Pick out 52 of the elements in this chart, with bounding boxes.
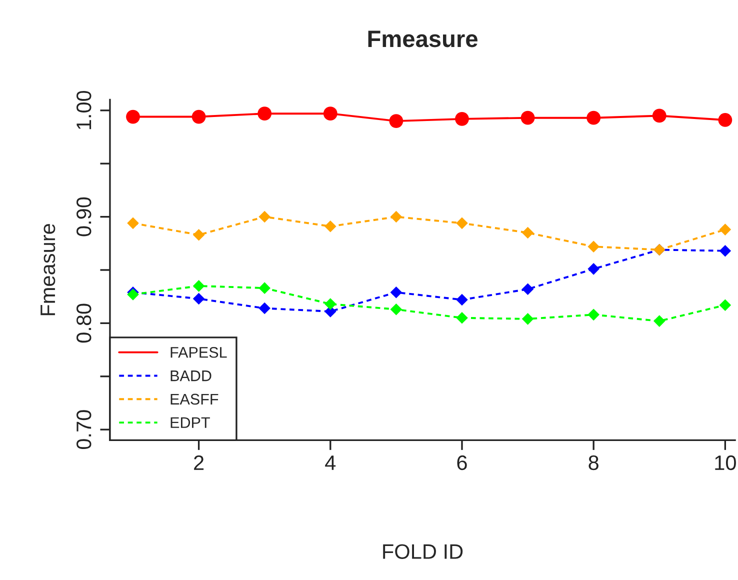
point [455,112,469,126]
point [324,298,336,310]
legend-label: EDPT [170,417,210,428]
legend-label: BADD [170,370,212,382]
point [192,292,205,305]
point [652,108,666,123]
point [522,283,534,296]
point [127,217,139,230]
point [258,302,270,314]
point [192,228,205,241]
point [390,210,402,223]
point [258,106,272,121]
point [126,110,140,124]
point [389,114,404,128]
point [653,315,666,327]
point [324,220,336,232]
legend-label: FAPESL [170,346,227,358]
x-axis-title: FOLD ID [383,544,463,559]
x-tick-label: 2 [194,455,204,470]
point [718,113,732,127]
y-tick-label: 0.70 [76,410,92,450]
point [520,110,535,125]
point [456,312,468,324]
x-tick-label: 8 [588,455,598,470]
point [522,313,534,325]
point [258,210,270,223]
point [456,217,468,230]
x-tick-label: 4 [325,456,336,470]
point [323,106,338,121]
point [522,226,534,239]
y-tick-label: 1.00 [76,90,92,130]
y-tick-label: 0.90 [76,197,92,236]
point [192,280,205,292]
y-tick-label: 0.80 [76,304,92,343]
x-tick-label: 6 [457,455,467,470]
point [588,240,600,252]
point [456,294,468,306]
point [588,308,600,321]
point [390,303,402,316]
point [127,288,139,300]
point [719,299,732,311]
point [390,286,402,298]
y-axis-title: Fmeasure [40,224,56,316]
chart-title: Fmeasure [368,30,478,48]
point [588,263,600,275]
legend-label: EASFF [170,394,218,405]
point [192,110,206,124]
point [719,224,732,236]
point [719,244,732,257]
x-tick-label: 10 [715,455,736,470]
point [586,110,601,125]
point [258,282,270,294]
